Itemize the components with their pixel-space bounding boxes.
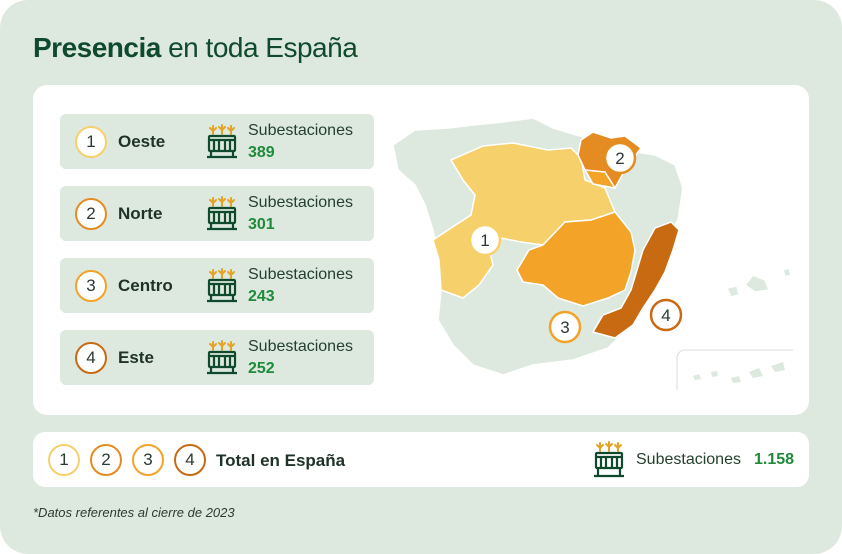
total-substations-label: Subestaciones: [636, 451, 741, 468]
region-row-oeste: 1 Oeste Subestaciones 389: [60, 114, 374, 169]
substation-icon: [205, 339, 239, 380]
title-rest: en toda España: [168, 32, 358, 63]
region-name: Centro: [118, 276, 173, 295]
substations-label: Subestaciones: [248, 266, 353, 283]
region-name: Oeste: [118, 132, 166, 151]
total-number-badge: 1: [48, 444, 80, 476]
substations-value: 252: [248, 360, 275, 377]
map-marker-1: 1: [468, 223, 502, 257]
map-region-este: [591, 221, 680, 339]
region-number-badge: 4: [75, 342, 107, 374]
region-row-centro: 3 Centro Subestaciones 243: [60, 258, 374, 313]
map-region-centro: [516, 211, 636, 307]
footnote: *Datos referentes al cierre de 2023: [33, 505, 235, 520]
substation-icon: [592, 440, 626, 483]
map-marker-2: 2: [603, 141, 637, 175]
substation-icon: [205, 267, 239, 308]
map-marker-label: 1: [480, 231, 489, 250]
map-marker-label: 3: [560, 318, 569, 337]
total-label: Total en España: [216, 451, 346, 470]
title-bold: Presencia: [33, 32, 161, 63]
region-row-norte: 2 Norte Subestaciones 301: [60, 186, 374, 241]
substations-label: Subestaciones: [248, 194, 353, 211]
total-number-badge: 2: [90, 444, 122, 476]
region-number-badge: 1: [75, 126, 107, 158]
map-marker-4: 4: [649, 298, 683, 332]
region-row-este: 4 Este Subestaciones 252: [60, 330, 374, 385]
map-marker-3: 3: [548, 310, 582, 344]
substations-label: Subestaciones: [248, 338, 353, 355]
total-bar: 1 2 3 4 Total en España Subestaciones 1.…: [33, 432, 809, 487]
total-substations-value: 1.158: [754, 451, 795, 468]
total-number-badge: 4: [174, 444, 206, 476]
region-name: Norte: [118, 204, 163, 223]
map-region-oeste: [432, 142, 617, 299]
substation-icon: [205, 123, 239, 164]
map-marker-label: 2: [615, 149, 624, 168]
regions-panel: 1 Oeste Subestaciones 389: [33, 85, 822, 415]
page-title: Presencia en toda España: [33, 32, 358, 64]
substations-value: 389: [248, 144, 275, 161]
region-number-badge: 2: [75, 198, 107, 230]
total-number-badge: 3: [132, 444, 164, 476]
substations-value: 243: [248, 288, 275, 305]
region-name: Este: [118, 348, 154, 367]
substation-icon: [205, 195, 239, 236]
substations-label: Subestaciones: [248, 122, 353, 139]
substations-value: 301: [248, 216, 275, 233]
map-marker-label: 4: [661, 306, 670, 325]
spain-map: 1 2 3 4: [392, 110, 822, 407]
region-number-badge: 3: [75, 270, 107, 302]
